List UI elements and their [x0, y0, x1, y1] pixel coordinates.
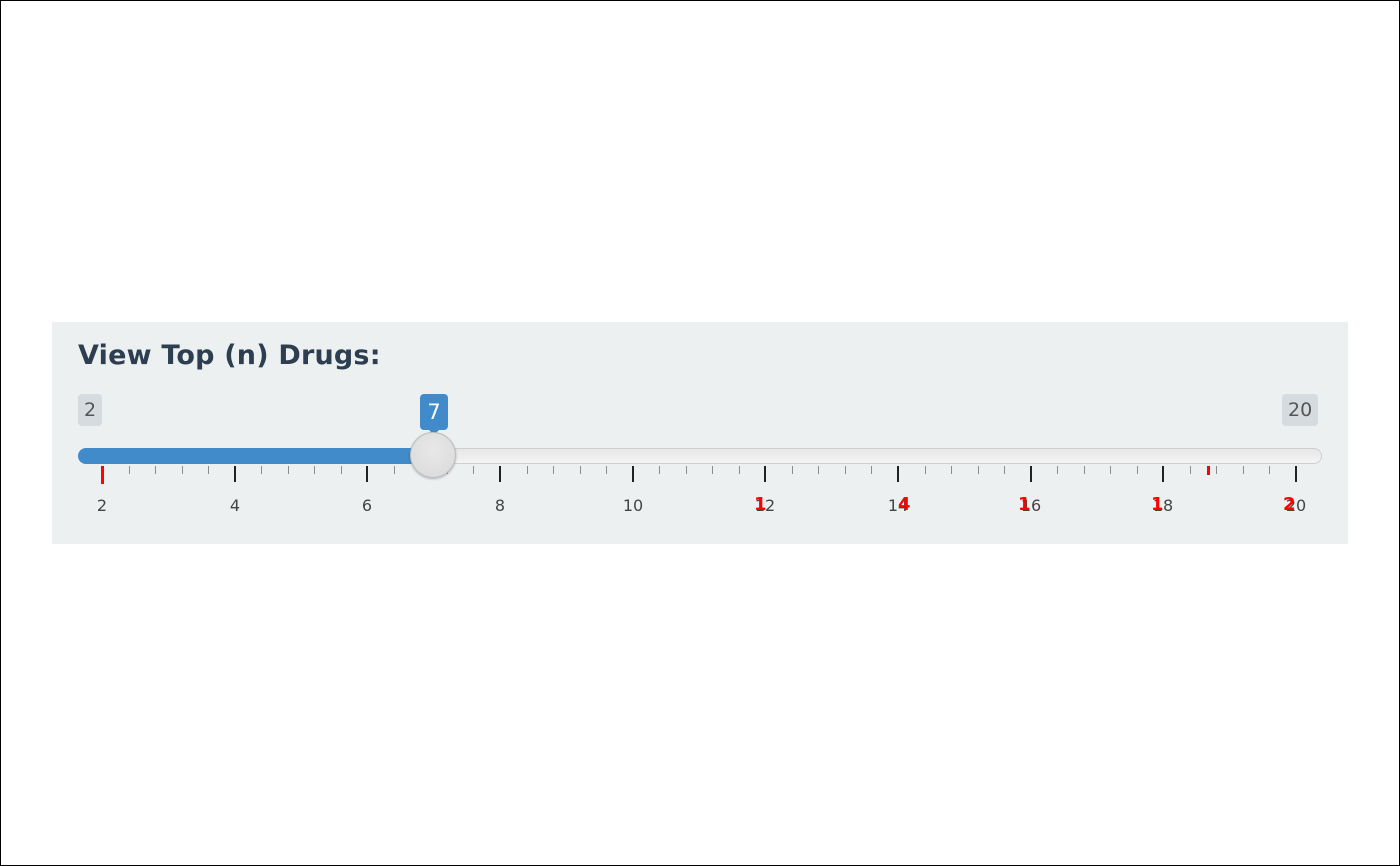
slider-value-label: 7 [420, 394, 448, 435]
slider-bar-fill [78, 448, 434, 464]
slider-handle[interactable] [410, 432, 456, 478]
top-n-label: View Top (n) Drugs: [78, 340, 381, 371]
slider-min-label: 2 [78, 394, 103, 426]
filter-panel [52, 322, 1348, 544]
slider-max-label: 20 [1282, 394, 1319, 426]
